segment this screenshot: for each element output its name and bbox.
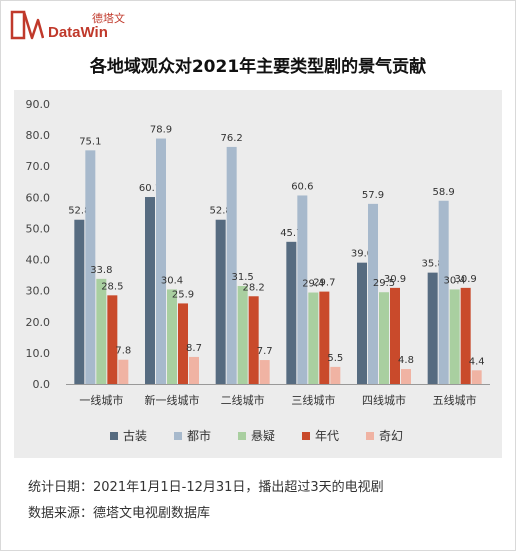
bar-悬疑-一线城市: [96, 278, 107, 384]
bar-都市-五线城市: [438, 200, 449, 384]
bar-悬疑-五线城市: [449, 289, 460, 384]
legend-label-悬疑: 悬疑: [251, 428, 275, 443]
y-tick-label: 90.0: [26, 98, 51, 111]
y-tick-label: 30.0: [26, 285, 51, 298]
data-label: 33.8: [90, 265, 112, 276]
bar-古装-四线城市: [357, 262, 367, 384]
bar-年代-新一线城市: [178, 303, 188, 384]
data-label: 31.5: [232, 272, 254, 283]
datawin-logo-icon: [10, 10, 44, 40]
bar-奇幻-三线城市: [330, 366, 341, 384]
data-label: 78.9: [150, 125, 172, 136]
data-label: 45.7: [280, 228, 302, 239]
legend-swatch-悬疑: [238, 432, 246, 440]
bar-奇幻-一线城市: [118, 359, 129, 384]
y-tick-label: 50.0: [26, 222, 51, 235]
brand-en-name: DataWin: [48, 24, 108, 41]
data-label: 60.1: [139, 183, 161, 194]
stat-date-note: 统计日期：2021年1月1日-12月31日，播出超过3天的电视剧: [28, 480, 384, 495]
data-label: 39.0: [351, 249, 373, 260]
legend-label-年代: 年代: [315, 429, 339, 443]
bar-奇幻-四线城市: [401, 369, 411, 384]
brand-logo: 德塔文 DataWin: [10, 6, 130, 46]
brand-cn-name: 德塔文: [92, 12, 125, 25]
bar-chart: 0.0 10.0 20.0 30.0 40.0 50.0 60.0 70.0 80.0 90.0 5…: [26, 98, 490, 443]
data-label: 7.8: [115, 346, 131, 357]
bar-悬疑-二线城市: [237, 286, 248, 384]
bar-都市-四线城市: [368, 203, 378, 384]
y-tick-label: 40.0: [26, 254, 51, 267]
data-label: 30.4: [161, 275, 183, 286]
x-tick-label: 四线城市: [362, 393, 406, 407]
bar-古装-五线城市: [427, 272, 438, 384]
chart-area: 0.0 10.0 20.0 30.0 40.0 50.0 60.0 70.0 80.0 90.0 5…: [14, 90, 502, 458]
bar-悬疑-四线城市: [379, 292, 389, 384]
bar-悬疑-三线城市: [308, 292, 319, 384]
legend-swatch-都市: [174, 432, 182, 440]
bar-古装-二线城市: [215, 219, 226, 384]
bar-都市-二线城市: [226, 146, 237, 384]
data-label: 29.7: [313, 278, 335, 289]
bar-都市-三线城市: [297, 195, 308, 384]
legend-label-古装: 古装: [123, 428, 147, 443]
bar-都市-一线城市: [85, 150, 96, 384]
y-tick-label: 10.0: [26, 347, 51, 360]
bar-古装-一线城市: [74, 219, 85, 384]
data-label: 52.8: [210, 206, 232, 217]
data-label: 25.9: [172, 289, 194, 300]
y-tick-label: 70.0: [26, 160, 51, 173]
legend-label-奇幻: 奇幻: [379, 429, 403, 443]
bar-年代-一线城市: [107, 295, 118, 384]
bar-悬疑-新一线城市: [167, 289, 177, 384]
y-tick-label: 60.0: [26, 191, 51, 204]
bar-古装-三线城市: [286, 241, 297, 384]
x-tick-label: 新一线城市: [145, 393, 200, 407]
bar-年代-五线城市: [460, 287, 471, 384]
data-label: 30.4: [444, 275, 466, 286]
bar-年代-三线城市: [319, 291, 330, 384]
y-tick-label: 80.0: [26, 129, 51, 142]
x-tick-label: 五线城市: [433, 393, 477, 407]
legend-label-都市: 都市: [187, 428, 211, 443]
data-label: 29.4: [302, 279, 324, 290]
data-label: 30.9: [455, 274, 477, 285]
data-label: 8.7: [186, 343, 202, 354]
bar-都市-新一线城市: [156, 138, 166, 384]
bar-奇幻-新一线城市: [189, 356, 199, 384]
legend-swatch-年代: [302, 432, 310, 440]
data-label: 52.8: [68, 206, 90, 217]
data-label: 28.2: [243, 282, 265, 293]
x-tick-label: 二线城市: [221, 393, 265, 407]
x-tick-label: 一线城市: [79, 393, 123, 407]
chart-title: 各地域观众对2021年主要类型剧的景气贡献: [89, 57, 427, 77]
legend-swatch-古装: [110, 432, 118, 440]
data-source-note: 数据来源：德塔文电视剧数据库: [28, 506, 211, 521]
data-label: 4.4: [469, 356, 485, 367]
bar-年代-二线城市: [248, 296, 259, 384]
data-label: 28.5: [101, 281, 123, 292]
data-label: 7.7: [257, 346, 273, 357]
data-label: 5.5: [327, 353, 343, 364]
bar-年代-四线城市: [390, 287, 400, 384]
data-label: 29.5: [373, 278, 395, 289]
data-label: 30.9: [384, 274, 406, 285]
x-tick-label: 三线城市: [291, 393, 335, 407]
data-label: 58.9: [433, 187, 455, 198]
y-tick-label: 20.0: [26, 316, 51, 329]
bar-奇幻-二线城市: [259, 360, 270, 384]
bar-奇幻-五线城市: [471, 370, 482, 384]
bar-古装-新一线城市: [145, 197, 155, 384]
data-label: 75.1: [79, 136, 101, 147]
data-label: 76.2: [221, 133, 243, 144]
legend-swatch-奇幻: [366, 432, 374, 440]
data-label: 60.6: [291, 181, 313, 192]
data-label: 35.8: [422, 259, 444, 270]
data-label: 57.9: [362, 190, 384, 201]
data-label: 4.8: [398, 355, 414, 366]
y-tick-label: 0.0: [33, 378, 51, 391]
